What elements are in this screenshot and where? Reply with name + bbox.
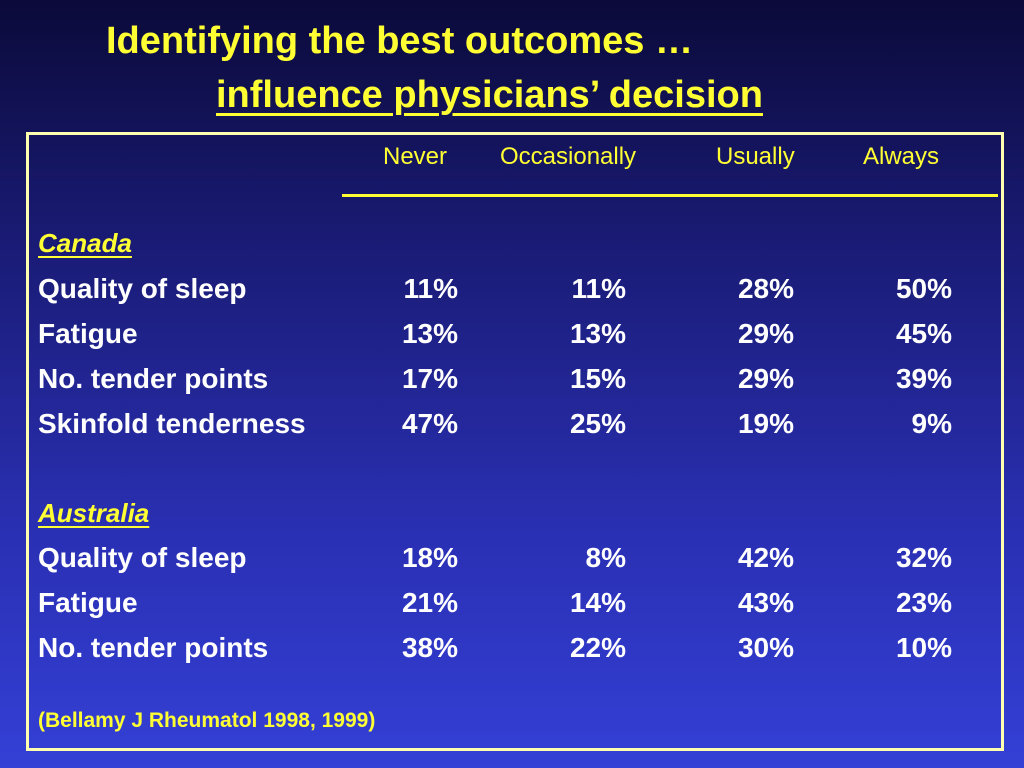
cell-always: 50%	[895, 273, 952, 304]
table-row: No. tender points 17% 15% 29% 39%	[0, 362, 1024, 396]
table-frame	[26, 132, 1004, 751]
table-row: Fatigue 13% 13% 29% 45%	[0, 317, 1024, 351]
cell-never: 38%	[401, 632, 458, 663]
cell-occasionally: 15%	[569, 363, 626, 394]
header-underline	[342, 194, 998, 197]
table-row: No. tender points 38% 22% 30% 10%	[0, 631, 1024, 665]
row-label: Quality of sleep	[38, 542, 247, 573]
cell-usually: 42%	[737, 542, 794, 573]
cell-usually: 29%	[737, 363, 794, 394]
cell-usually: 19%	[737, 408, 794, 439]
table-row: Skinfold tenderness 47% 25% 19% 9%	[0, 407, 1024, 441]
cell-usually: 29%	[737, 318, 794, 349]
column-header-usually: Usually	[716, 143, 795, 170]
row-label: Fatigue	[38, 318, 138, 349]
column-header-always: Always	[863, 143, 940, 170]
cell-usually: 28%	[737, 273, 794, 304]
cell-occasionally: 11%	[571, 273, 627, 304]
row-label: No. tender points	[38, 363, 269, 394]
slide-title-line-1: Identifying the best outcomes …	[106, 20, 693, 62]
cell-never: 18%	[401, 542, 458, 573]
cell-always: 32%	[895, 542, 952, 573]
row-label: No. tender points	[38, 632, 269, 663]
citation-footnote: (Bellamy J Rheumatol 1998, 1999)	[38, 709, 376, 732]
cell-always: 10%	[895, 632, 952, 663]
column-header-never: Never	[383, 143, 448, 170]
column-header-occasionally: Occasionally	[500, 143, 637, 170]
cell-never: 11%	[403, 273, 459, 304]
cell-occasionally: 22%	[569, 632, 626, 663]
cell-never: 17%	[401, 363, 458, 394]
slide-title-line-2: influence physicians’ decision	[216, 74, 763, 116]
cell-occasionally: 13%	[569, 318, 626, 349]
row-label: Fatigue	[38, 587, 138, 618]
cell-occasionally: 8%	[585, 542, 626, 573]
cell-usually: 43%	[737, 587, 794, 618]
cell-always: 23%	[895, 587, 952, 618]
cell-occasionally: 14%	[569, 587, 626, 618]
row-label: Quality of sleep	[38, 273, 247, 304]
section-label-canada: Canada	[38, 228, 132, 258]
cell-always: 9%	[911, 408, 952, 439]
cell-occasionally: 25%	[569, 408, 626, 439]
cell-always: 39%	[895, 363, 952, 394]
cell-never: 13%	[401, 318, 458, 349]
section-label-australia: Australia	[38, 498, 150, 528]
cell-always: 45%	[895, 318, 952, 349]
table-row: Fatigue 21% 14% 43% 23%	[0, 586, 1024, 620]
cell-never: 21%	[401, 587, 458, 618]
cell-never: 47%	[401, 408, 458, 439]
row-label: Skinfold tenderness	[38, 408, 306, 439]
cell-usually: 30%	[737, 632, 794, 663]
table-row: Quality of sleep 18% 8% 42% 32%	[0, 541, 1024, 575]
table-row: Quality of sleep 11% 11% 28% 50%	[0, 272, 1024, 306]
